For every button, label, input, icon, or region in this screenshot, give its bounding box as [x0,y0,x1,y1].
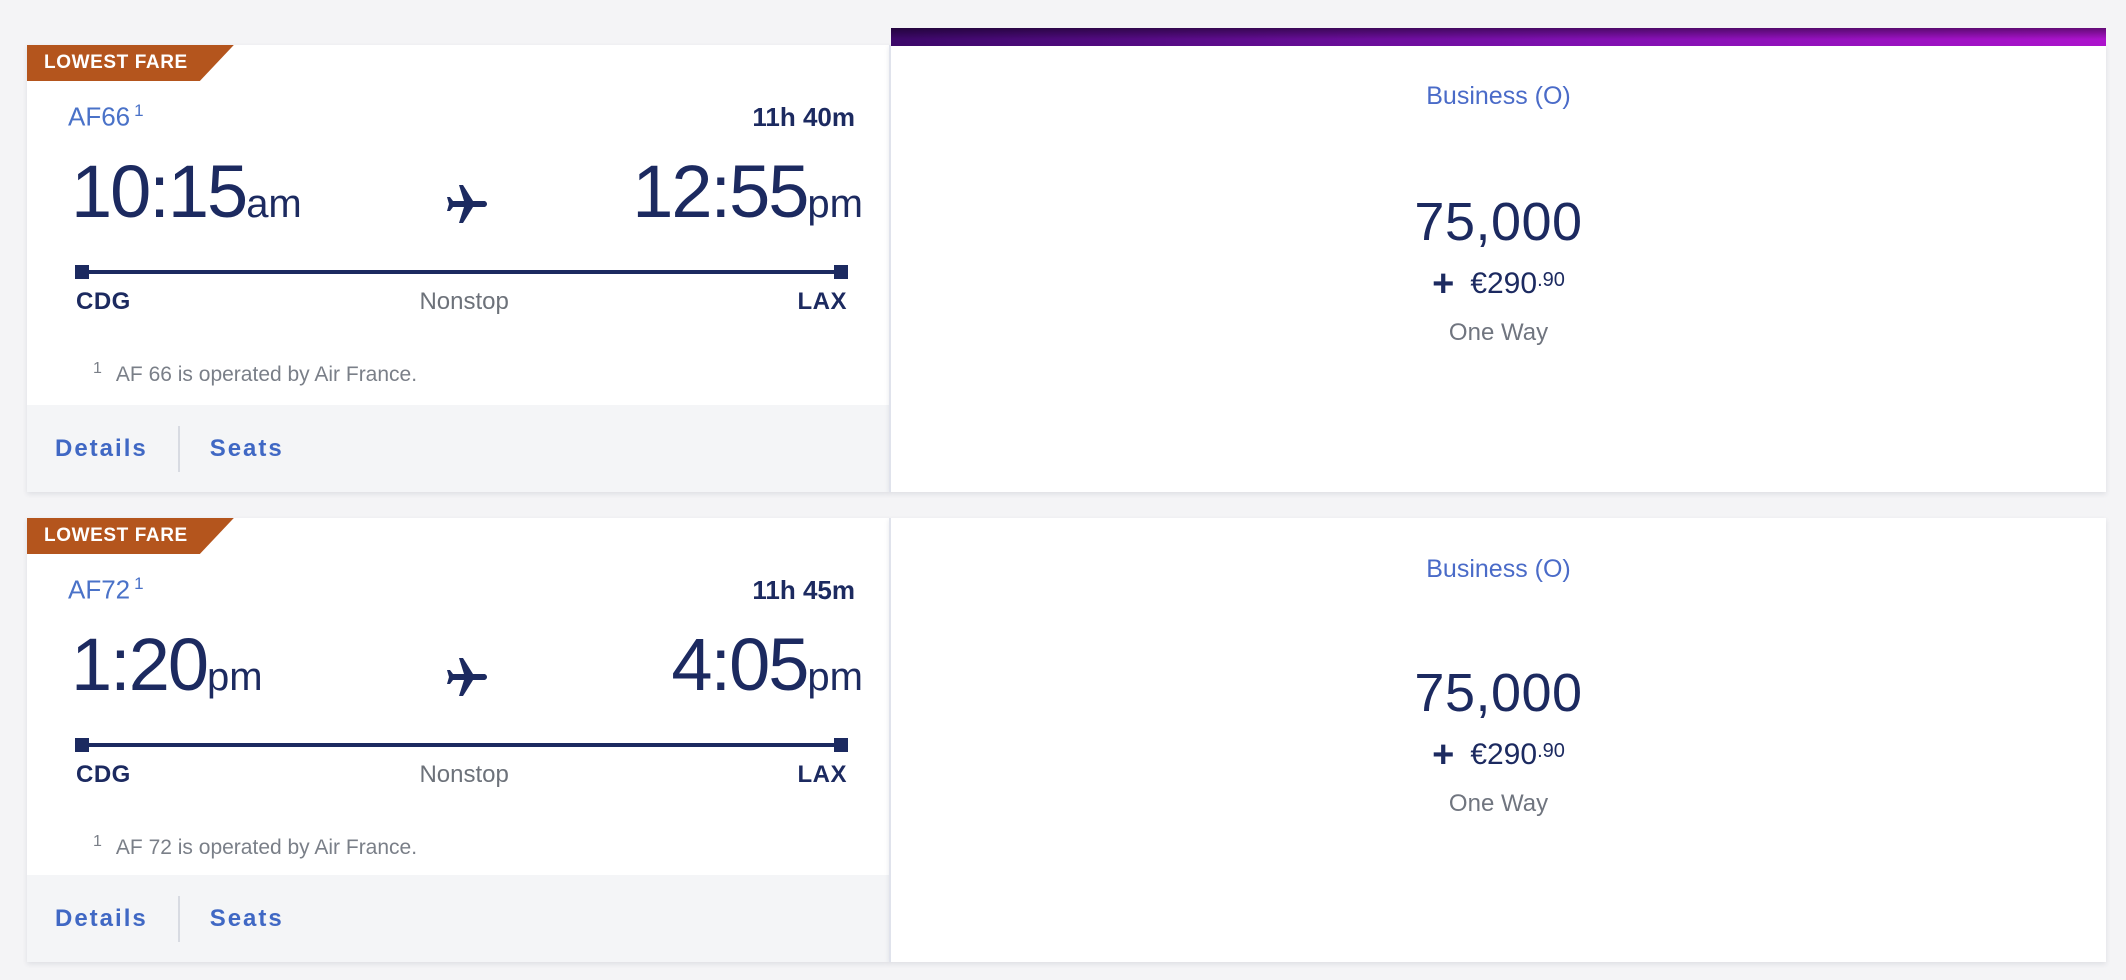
arrival-time-value: 12:55 [632,149,809,233]
flight-result-row: LOWEST FARE AF66 1 11h 40m 10:15am 12:55p… [27,28,2106,492]
plus-icon: + [1432,262,1455,305]
times-row: 1:20pm 4:05pm [71,627,863,707]
flight-header-row: AF66 1 11h 40m [68,101,855,133]
footnote-text: AF 72 is operated by Air France. [115,835,418,859]
times-row: 10:15am 12:55pm [71,154,863,234]
flight-header-row: AF72 1 11h 45m [68,574,855,606]
route-line [75,737,848,752]
fare-class-link[interactable]: Business (O) [1426,555,1571,583]
cash-amount: €290.90 [1470,738,1565,772]
footnote-marker: 1 [134,101,144,120]
fare-cell-business[interactable]: Business (O) 75,000 + €290.90 One Way [889,518,2106,962]
arrival-time-value: 4:05 [671,622,809,706]
footnote-marker: 1 [93,359,102,377]
stops-label: Nonstop [419,760,509,788]
route-labels: CDG Nonstop LAX [76,761,847,789]
cash-cents: .90 [1537,268,1565,291]
footer-divider [177,425,180,472]
footnote-marker: 1 [134,574,144,593]
trip-type-label: One Way [1448,790,1549,817]
departure-meridiem: pm [207,654,263,699]
departure-meridiem: am [246,181,302,226]
flight-info-panel: LOWEST FARE AF66 1 11h 40m 10:15am 12:55p… [27,45,889,492]
trip-type-label: One Way [1448,318,1549,346]
operated-by-footnote: 1 AF 66 is operated by Air France. [93,360,849,387]
origin-airport-code: CDG [76,287,131,315]
destination-airport-code: LAX [797,287,847,315]
operated-by-footnote: 1 AF 72 is operated by Air France. [93,833,849,860]
origin-airport-code: CDG [76,760,131,788]
flight-card-footer: Details Seats [27,875,889,962]
details-button[interactable]: Details [55,904,148,932]
flight-card-footer: Details Seats [27,405,889,492]
route-line [75,264,848,279]
route-labels: CDG Nonstop LAX [76,288,847,316]
flight-duration: 11h 45m [752,574,855,605]
departure-time-value: 10:15 [71,149,248,233]
fare-class-link[interactable]: Business (O) [1426,82,1571,110]
fare-highlight-gradient-bar [891,28,2106,46]
airplane-icon [443,654,491,707]
cash-component: + €290.90 [1414,265,1582,303]
flight-number-text: AF72 [68,574,131,605]
arrival-time: 4:05pm [671,627,863,702]
seats-button[interactable]: Seats [209,904,284,932]
arrival-meridiem: pm [807,181,863,226]
arrival-meridiem: pm [807,654,863,699]
lowest-fare-badge: LOWEST FARE [27,45,234,81]
departure-time-value: 1:20 [71,622,209,706]
cash-amount: €290.90 [1470,267,1565,301]
flight-info-panel: LOWEST FARE AF72 1 11h 45m 1:20pm 4:05pm … [27,518,889,962]
departure-time: 1:20pm [71,627,263,702]
details-button[interactable]: Details [55,434,148,462]
departure-time: 10:15am [71,154,302,229]
arrival-time: 12:55pm [632,154,863,229]
flight-number-link[interactable]: AF72 1 [68,574,144,606]
cash-main: €290 [1470,738,1538,771]
cash-cents: .90 [1537,740,1565,762]
flight-number-link[interactable]: AF66 1 [68,101,144,133]
fare-price: 75,000 + €290.90 One Way [1414,191,1582,347]
seats-button[interactable]: Seats [209,434,284,462]
plus-icon: + [1432,734,1455,776]
footnote-marker: 1 [93,832,102,850]
miles-amount: 75,000 [1414,191,1583,252]
destination-airport-code: LAX [797,760,847,788]
fare-price: 75,000 + €290.90 One Way [1414,662,1582,818]
footer-divider [177,895,180,942]
fare-cell-business[interactable]: Business (O) 75,000 + €290.90 One Way [889,28,2106,492]
stops-label: Nonstop [419,287,509,315]
lowest-fare-badge: LOWEST FARE [27,518,234,554]
miles-amount: 75,000 [1414,663,1583,723]
cash-component: + €290.90 [1414,736,1582,774]
flight-result-row: LOWEST FARE AF72 1 11h 45m 1:20pm 4:05pm … [27,518,2106,962]
footnote-text: AF 66 is operated by Air France. [115,362,418,386]
flight-number-text: AF66 [68,101,131,132]
cash-main: €290 [1470,266,1538,300]
airplane-icon [443,181,491,234]
flight-duration: 11h 40m [752,101,855,132]
